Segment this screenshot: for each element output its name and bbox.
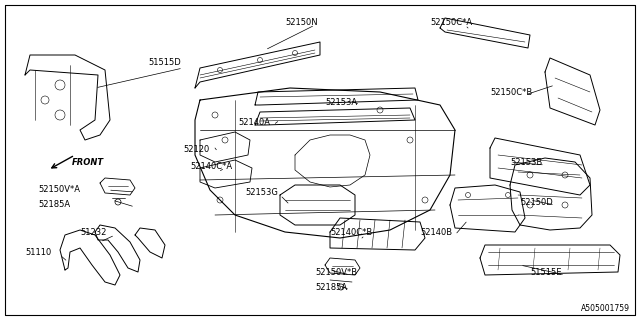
Text: 52150D: 52150D — [520, 198, 553, 207]
Text: 52140C*A: 52140C*A — [190, 162, 232, 171]
Text: 51110: 51110 — [25, 248, 51, 257]
Text: 51515E: 51515E — [530, 268, 561, 277]
Text: 52140B: 52140B — [420, 228, 452, 237]
Text: 52150C*B: 52150C*B — [490, 88, 532, 97]
Text: 52150V*B: 52150V*B — [315, 268, 357, 277]
Text: 52150V*A: 52150V*A — [38, 185, 80, 194]
Text: 52150N: 52150N — [285, 18, 317, 27]
Text: 52185A: 52185A — [315, 283, 347, 292]
Text: 52153B: 52153B — [510, 158, 542, 167]
Text: 52150C*A: 52150C*A — [430, 18, 472, 27]
Text: 52120: 52120 — [183, 145, 209, 154]
Text: 51515D: 51515D — [148, 58, 180, 67]
Text: 52153G: 52153G — [245, 188, 278, 197]
Text: 52140C*B: 52140C*B — [330, 228, 372, 237]
Text: 52140A: 52140A — [238, 118, 270, 127]
Text: 52185A: 52185A — [38, 200, 70, 209]
Text: A505001759: A505001759 — [581, 304, 630, 313]
Text: FRONT: FRONT — [72, 158, 104, 167]
Text: 51232: 51232 — [80, 228, 106, 237]
Text: 52153A: 52153A — [325, 98, 357, 107]
